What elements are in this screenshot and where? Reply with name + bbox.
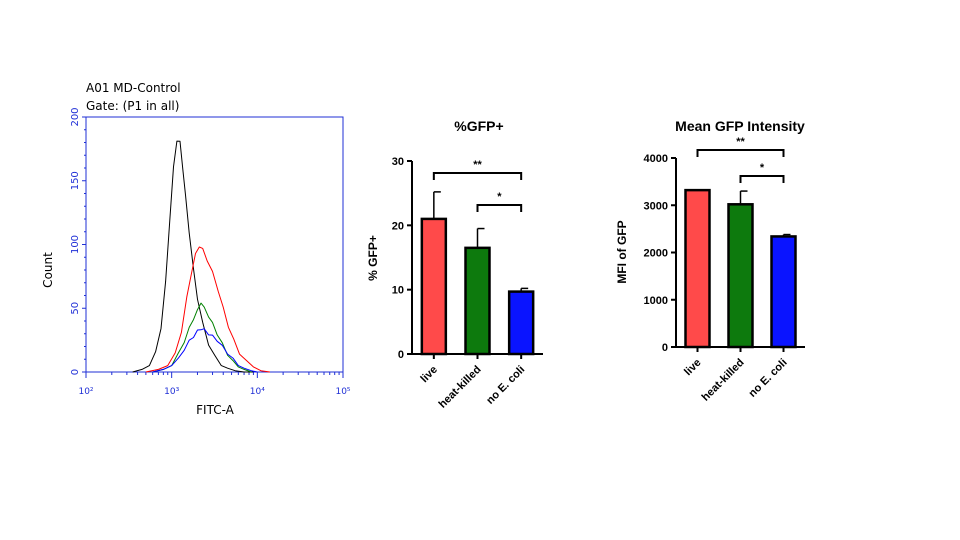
histogram-header-line-2: Gate: (P1 in all) xyxy=(86,99,179,113)
bar-3 xyxy=(507,290,535,356)
histogram-series-line-4 xyxy=(152,328,258,373)
significance-bracket xyxy=(432,172,523,180)
histogram-x-tick-label: 10⁴ xyxy=(250,387,265,397)
category-label: heat-killed xyxy=(700,357,747,404)
histogram-plot-frame xyxy=(85,116,344,373)
histogram-y-tick-label: 100 xyxy=(70,235,81,254)
significance-label: ** xyxy=(473,159,482,171)
histogram-y-axis-label: Count xyxy=(41,252,55,288)
bar-3 xyxy=(770,235,797,349)
significance-bracket xyxy=(476,204,523,212)
significance-label: ** xyxy=(736,136,745,148)
histogram-x-tick-label: 10³ xyxy=(164,387,179,397)
histogram-x-tick-label: 10² xyxy=(78,387,93,397)
bar-chart-y-tick-label: 10 xyxy=(392,285,404,297)
bar-chart-1-y-axis-label: % GFP+ xyxy=(366,235,380,281)
histogram-y-tick-label: 150 xyxy=(70,171,81,190)
histogram-x-tick-label: 10⁵ xyxy=(335,387,350,397)
histogram-series-line-2 xyxy=(145,246,270,373)
bar-chart-2-y-axis-label: MFI of GFP xyxy=(615,220,629,283)
category-label: live xyxy=(682,357,703,378)
bar-1 xyxy=(684,188,711,349)
bar-chart-y-tick-label: 0 xyxy=(398,349,404,361)
category-label: heat-killed xyxy=(437,364,484,411)
significance-bracket xyxy=(739,175,785,183)
mfi-bar-chart: Mean GFP Intensity MFI of GFP 0 1000 2000 3… xyxy=(615,118,805,404)
histogram-series-line-3 xyxy=(152,302,252,373)
flow-histogram: A01 MD-Control Gate: (P1 in all) FITC-A … xyxy=(41,81,351,417)
histogram-y-tick-label: 200 xyxy=(70,107,81,126)
bar-chart-1-title: %GFP+ xyxy=(454,118,503,134)
category-label: no E. coli xyxy=(484,364,527,407)
bar-chart-y-tick-label: 0 xyxy=(662,342,668,354)
bar-chart-2-title: Mean GFP Intensity xyxy=(675,118,805,134)
significance-label: * xyxy=(760,162,765,174)
significance-label: * xyxy=(497,191,502,203)
bar-chart-y-tick-label: 1000 xyxy=(644,295,668,307)
bar-chart-y-tick-label: 20 xyxy=(392,220,404,232)
category-label: no E. coli xyxy=(747,357,790,400)
bar-chart-y-tick-label: 2000 xyxy=(644,248,668,260)
bar-chart-y-tick-label: 30 xyxy=(392,156,404,168)
histogram-y-tick-label: 0 xyxy=(70,369,81,375)
bar-1 xyxy=(420,217,448,356)
significance-bracket xyxy=(696,149,785,157)
histogram-series-line-1 xyxy=(132,140,254,373)
category-label: live xyxy=(418,364,439,385)
bar-2 xyxy=(727,203,754,349)
bar-chart-y-tick-label: 4000 xyxy=(644,153,668,165)
bar-2 xyxy=(464,246,491,356)
histogram-y-tick-label: 50 xyxy=(70,302,81,315)
histogram-header-line-1: A01 MD-Control xyxy=(86,81,181,95)
histogram-x-axis-label: FITC-A xyxy=(196,403,235,417)
bar-chart-y-tick-label: 3000 xyxy=(644,200,668,212)
